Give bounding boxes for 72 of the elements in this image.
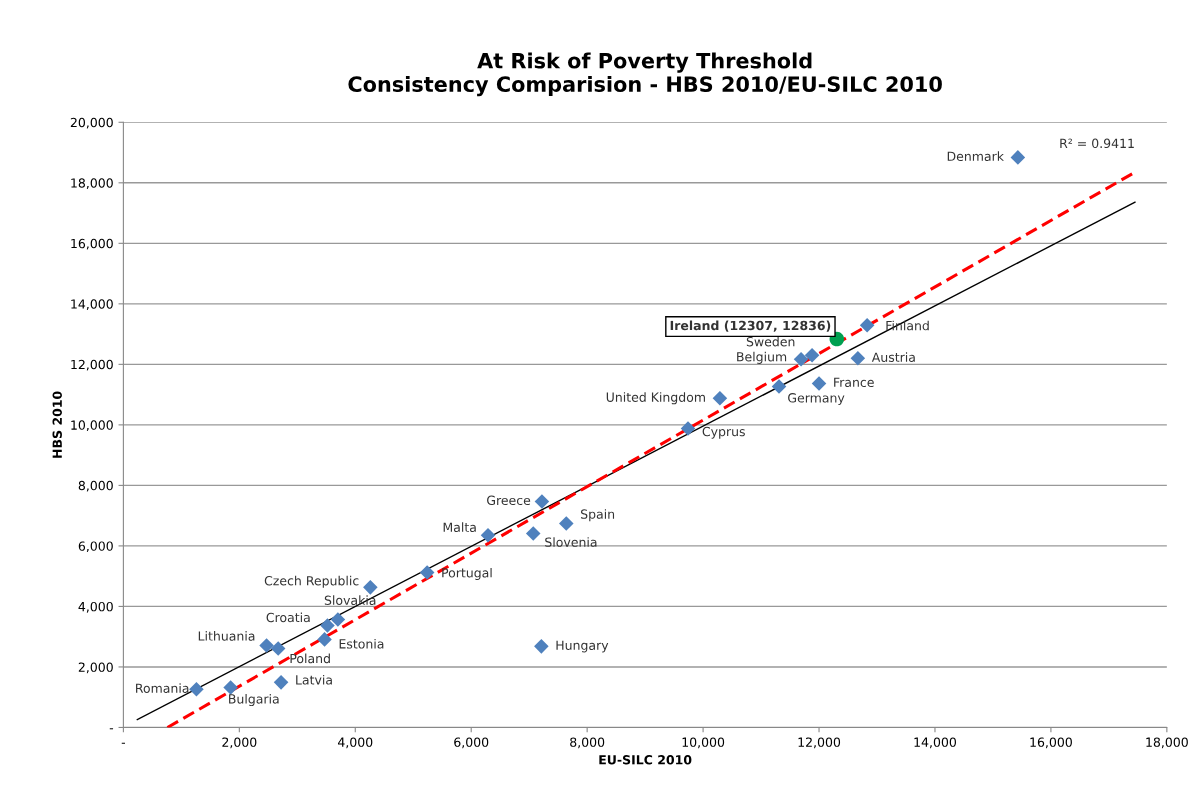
point [859, 318, 875, 333]
x-tick-label: 12,000 [798, 737, 841, 749]
annotation: Latvia [296, 674, 332, 685]
point [330, 612, 346, 627]
annotation: Lithuania [198, 631, 255, 641]
annotation: Hungary [556, 640, 609, 653]
x-tick-label: 14,000 [914, 737, 957, 749]
y-tick-label: 16,000 [71, 238, 113, 250]
x-tick-label: 2,000 [222, 737, 257, 749]
y-tick-label: 6,000 [78, 541, 113, 553]
point [680, 421, 696, 436]
point [793, 351, 809, 367]
point [534, 639, 549, 654]
x-tick-label: 16,000 [1030, 737, 1072, 749]
point [189, 682, 204, 697]
annotation: Poland [290, 653, 330, 664]
annotation: Ireland (12307, 12836) [670, 320, 831, 332]
point [363, 580, 378, 595]
annotation: Bulgaria [229, 693, 279, 707]
x-tick-label: 10,000 [682, 737, 725, 749]
annotation: Malta [443, 522, 476, 532]
y-tick-label: 10,000 [71, 420, 113, 432]
annotation: Greece [487, 495, 531, 506]
point [559, 516, 574, 531]
x-axis-title: EU-SILC 2010 [599, 755, 692, 765]
x-tick-label: 4,000 [337, 737, 373, 749]
y-tick-label: 18,000 [71, 178, 113, 190]
annotation: Denmark [947, 151, 1004, 162]
annotation: R² = 0.9411 [1060, 138, 1134, 149]
y-tick-label: 12,000 [71, 359, 113, 371]
annotation: Germany [788, 393, 845, 405]
annotation: Sweden [746, 336, 795, 347]
y-tick-label: 2,000 [78, 662, 113, 674]
point [223, 680, 238, 695]
annotation: Portugal [442, 567, 492, 580]
annotation: Czech Republic [264, 575, 359, 588]
annotation: Spain [581, 509, 615, 522]
point [804, 348, 820, 363]
chart-title: At Risk of Poverty Threshold Consistency Comparision - HBS 2010/EU-SILC 2010 [348, 52, 942, 97]
annotation: Croatia [266, 612, 310, 623]
point [534, 494, 550, 509]
annotation: Belgium [737, 351, 787, 364]
point [850, 351, 866, 366]
point [270, 641, 286, 656]
point [480, 528, 496, 543]
point [317, 632, 332, 647]
x-tick-label: 8,000 [570, 737, 605, 749]
point [320, 618, 335, 633]
annotation: Austria [871, 352, 915, 362]
annotation: Slovenia [545, 537, 597, 547]
annotation: United Kingdom [606, 392, 705, 405]
point [419, 565, 435, 580]
y-tick-label: 4,000 [78, 601, 113, 613]
point [525, 526, 541, 541]
point [1010, 150, 1026, 165]
point [259, 638, 274, 653]
point [273, 675, 289, 690]
annotation: Estonia [339, 638, 384, 649]
annotation: France [834, 377, 874, 388]
x-tick-label: 18,000 [1146, 737, 1188, 749]
point [811, 376, 827, 391]
x-tick-label: 6,000 [454, 737, 489, 749]
y-tick-label: 14,000 [71, 299, 113, 311]
point [712, 390, 728, 406]
annotation: Romania [136, 683, 189, 693]
y-tick-label: - [109, 728, 114, 730]
y-tick-label: 8,000 [78, 480, 113, 492]
y-tick-label: 20,000 [70, 117, 113, 129]
x-tick-label: - [121, 742, 126, 744]
annotation: Cyprus [702, 426, 745, 439]
point [771, 379, 787, 394]
y-axis-title: HBS 2010 [52, 391, 62, 458]
